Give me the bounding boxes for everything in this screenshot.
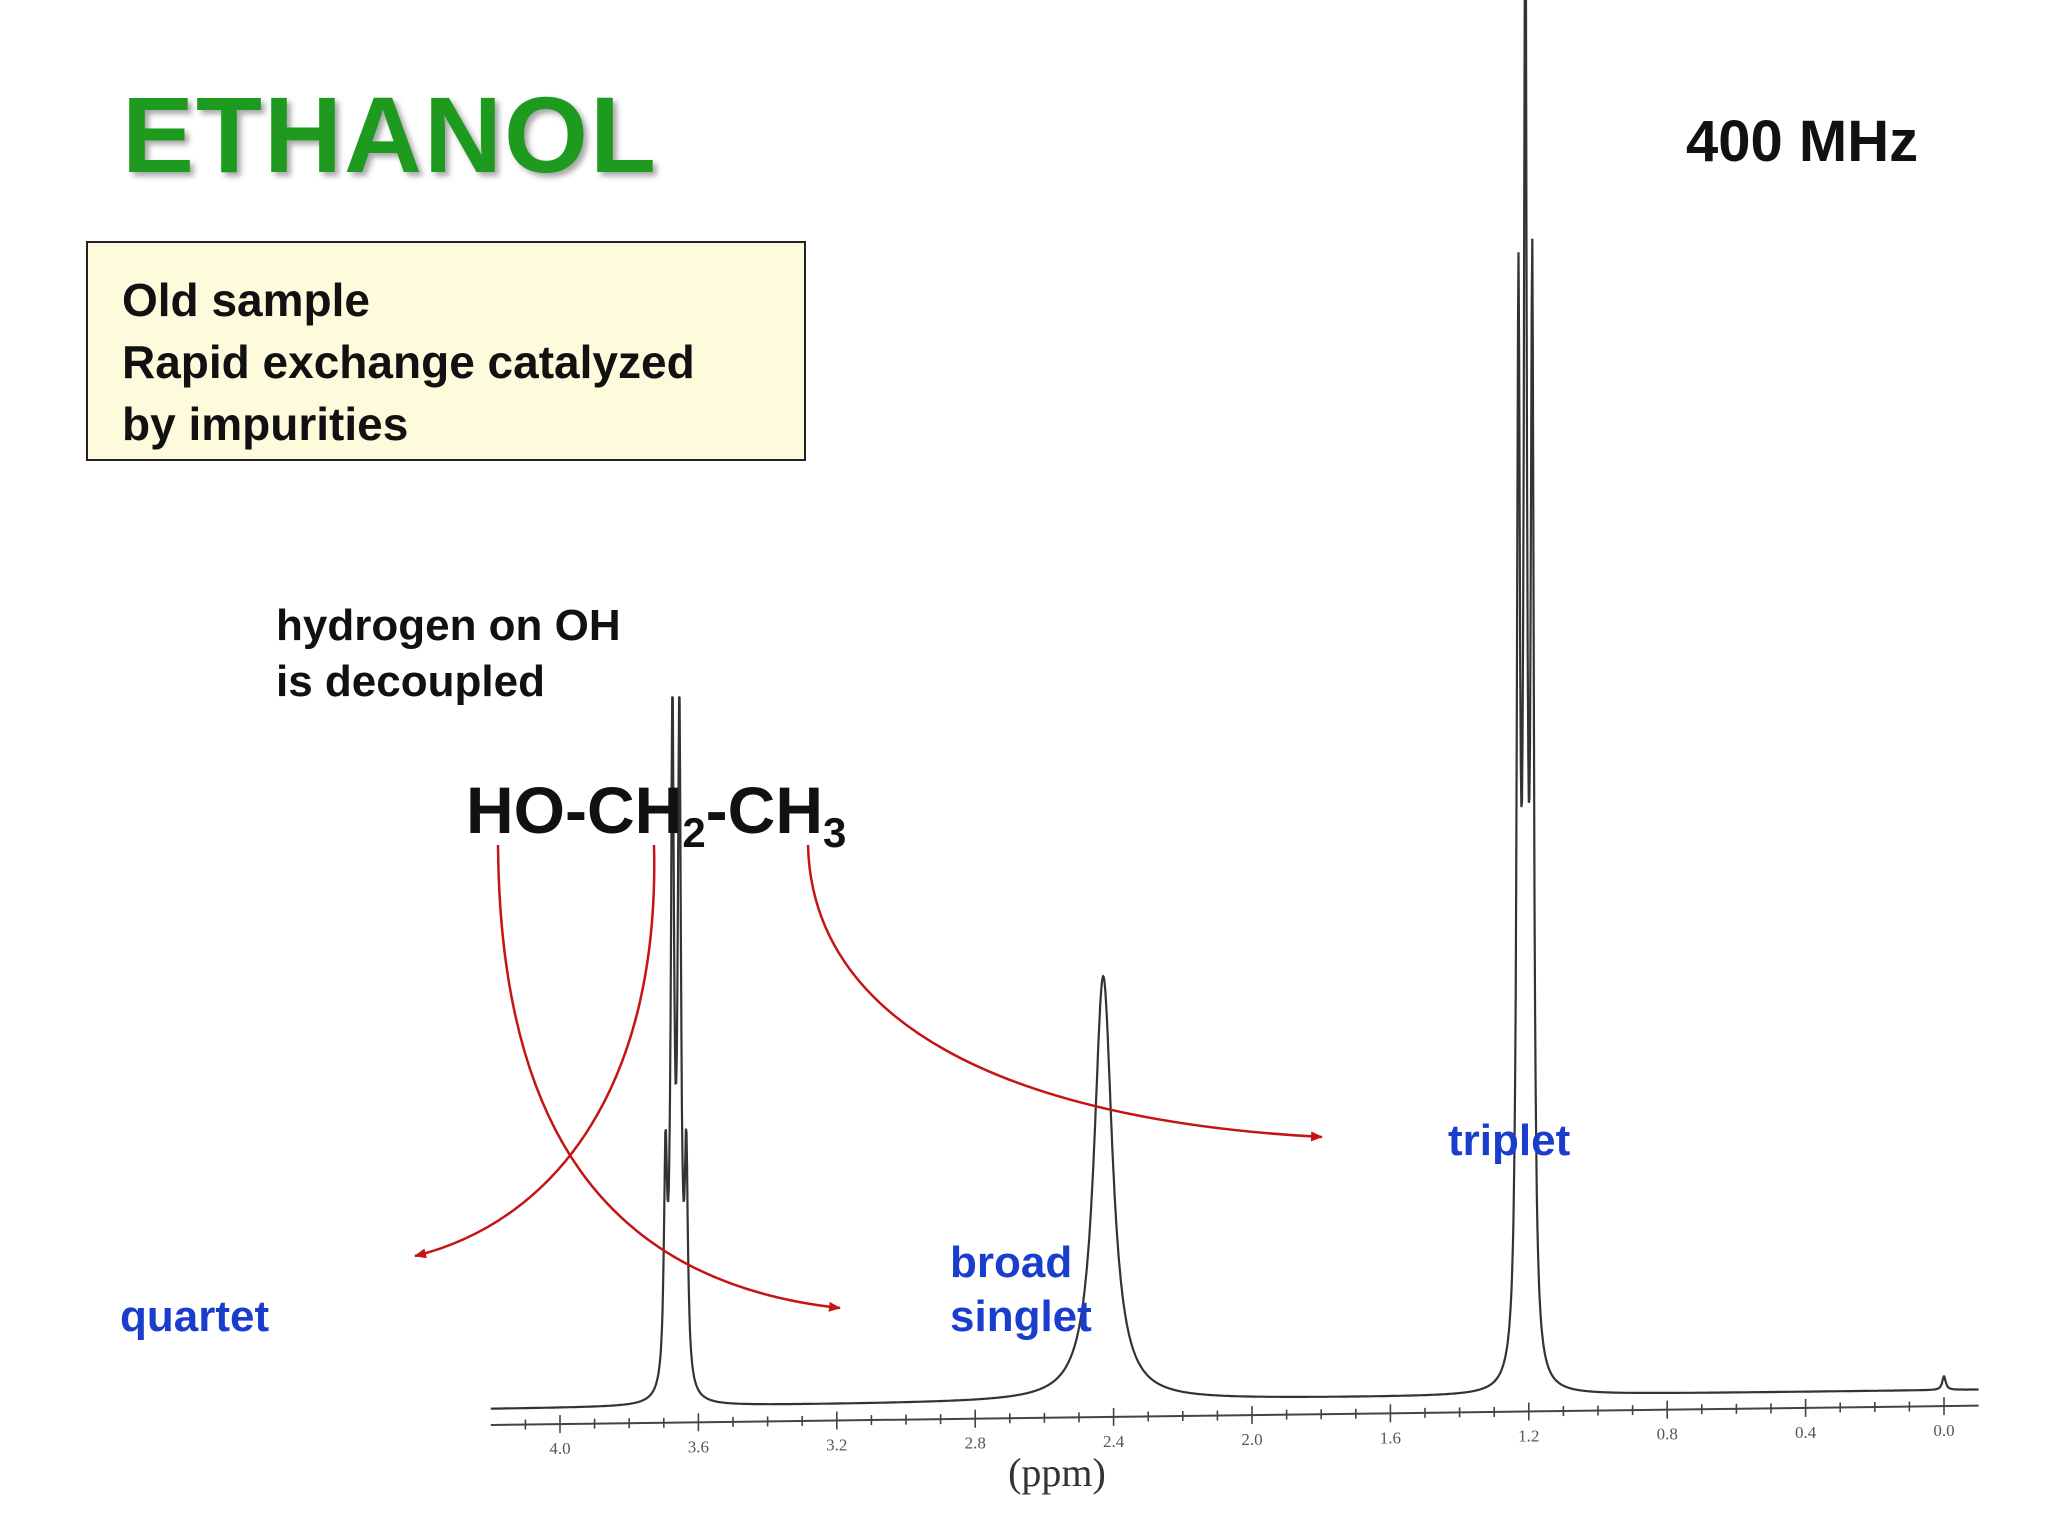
note-box: Old sample Rapid exchange catalyzed by i… xyxy=(86,241,806,461)
x-tick-label: 2.0 xyxy=(1241,1430,1262,1449)
arrow-oh-to-broad-singlet xyxy=(496,844,841,1312)
formula-part: HO-CH xyxy=(466,773,683,847)
triplet-label: triplet xyxy=(1448,1116,1571,1165)
decoupled-line: hydrogen on OH xyxy=(276,601,621,650)
arrow-ch2-to-quartet xyxy=(414,844,656,1259)
x-tick-label: 2.4 xyxy=(1103,1432,1125,1451)
frequency-label: 400 MHz xyxy=(1686,109,1919,174)
quartet-label: quartet xyxy=(120,1292,270,1341)
note-line: Rapid exchange catalyzed xyxy=(122,336,695,388)
note-line: by impurities xyxy=(122,398,409,450)
x-tick-label: 1.6 xyxy=(1380,1428,1401,1447)
formula-subscript: 3 xyxy=(822,809,847,856)
molecular-formula: HO-CH2-CH3 xyxy=(466,772,846,857)
x-tick-label: 1.2 xyxy=(1518,1427,1539,1446)
x-tick-label: 2.8 xyxy=(965,1434,986,1453)
note-line: Old sample xyxy=(122,274,370,326)
broad-singlet-line: singlet xyxy=(950,1292,1092,1341)
arrow-ch3-to-triplet xyxy=(806,844,1323,1142)
spectrum-trace xyxy=(490,0,1979,1410)
x-axis-label: (ppm) xyxy=(1008,1450,1106,1495)
x-axis-line xyxy=(490,1404,1979,1426)
x-tick-label: 3.2 xyxy=(826,1436,847,1455)
formula-subscript: 2 xyxy=(682,809,706,856)
broad-singlet-line: broad xyxy=(950,1238,1073,1287)
x-axis: 4.0 3.6 3.2 2.8 2.4 2.0 1.6 1.2 0.8 0.4 0.0 xyxy=(490,1397,1979,1458)
broad-singlet-label: broad singlet xyxy=(950,1236,1092,1344)
x-tick-label: 0.0 xyxy=(1933,1421,1954,1440)
formula-part: -CH xyxy=(705,773,823,847)
decoupled-line: is decoupled xyxy=(276,657,545,706)
x-tick-label: 3.6 xyxy=(688,1437,709,1456)
page-title: ETHANOL xyxy=(122,74,658,195)
x-tick-label: 0.8 xyxy=(1657,1425,1678,1444)
x-tick-label: 4.0 xyxy=(549,1439,570,1458)
decoupled-note: hydrogen on OH is decoupled xyxy=(276,598,621,710)
x-tick-label: 0.4 xyxy=(1795,1423,1817,1442)
